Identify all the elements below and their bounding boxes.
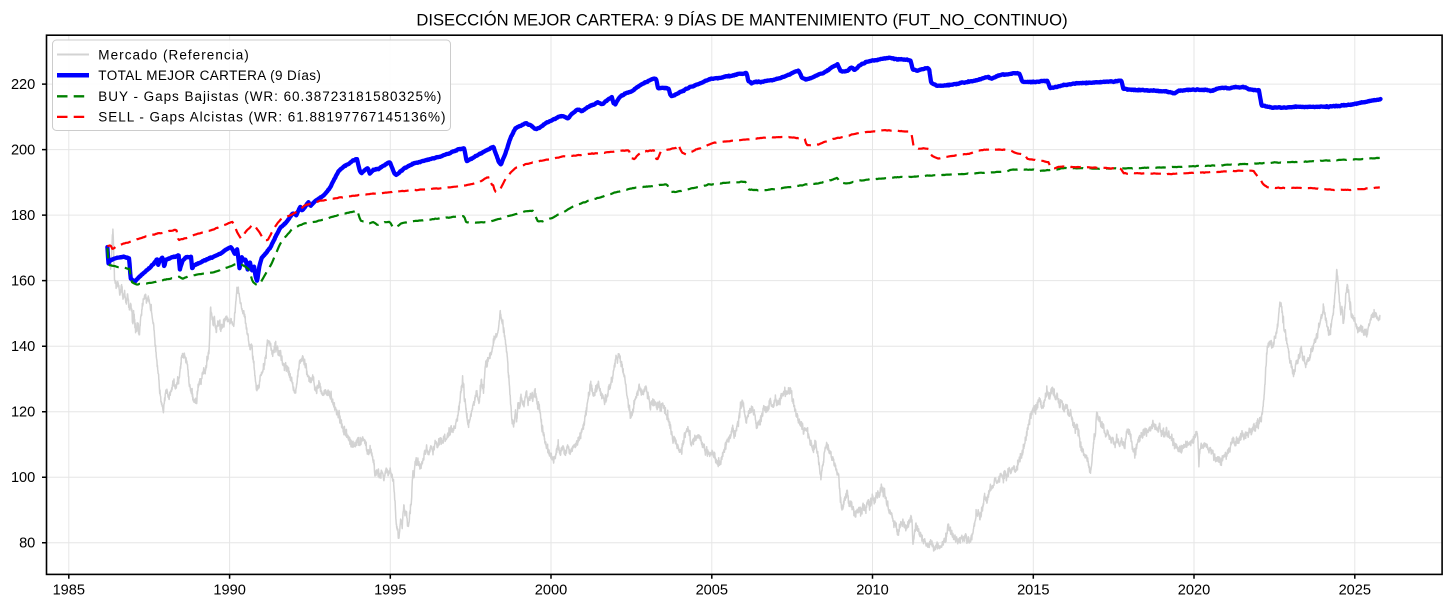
svg-text:DISECCIÓN MEJOR CARTERA: 9 DÍA: DISECCIÓN MEJOR CARTERA: 9 DÍAS DE MANTE…: [416, 10, 1067, 29]
svg-text:1995: 1995: [374, 583, 406, 599]
svg-text:TOTAL MEJOR CARTERA (9 Días): TOTAL MEJOR CARTERA (9 Días): [98, 68, 321, 83]
svg-text:2000: 2000: [535, 583, 567, 599]
svg-text:1985: 1985: [53, 583, 85, 599]
svg-text:100: 100: [11, 470, 35, 486]
svg-text:BUY - Gaps Bajistas (WR: 60.38: BUY - Gaps Bajistas (WR: 60.387231815803…: [98, 89, 442, 104]
svg-text:200: 200: [11, 143, 35, 159]
svg-text:2025: 2025: [1339, 583, 1371, 599]
svg-text:SELL - Gaps Alcistas (WR: 61.8: SELL - Gaps Alcistas (WR: 61.88197767145…: [98, 110, 446, 125]
svg-text:2015: 2015: [1017, 583, 1049, 599]
svg-text:2020: 2020: [1178, 583, 1210, 599]
svg-text:2005: 2005: [696, 583, 728, 599]
svg-text:120: 120: [11, 405, 35, 421]
svg-text:140: 140: [11, 339, 35, 355]
svg-text:Mercado (Referencia): Mercado (Referencia): [98, 47, 250, 62]
svg-text:220: 220: [11, 77, 35, 93]
svg-text:80: 80: [19, 536, 35, 552]
svg-text:1990: 1990: [213, 583, 245, 599]
svg-text:180: 180: [11, 208, 35, 224]
svg-text:2010: 2010: [856, 583, 888, 599]
svg-text:160: 160: [11, 274, 35, 290]
